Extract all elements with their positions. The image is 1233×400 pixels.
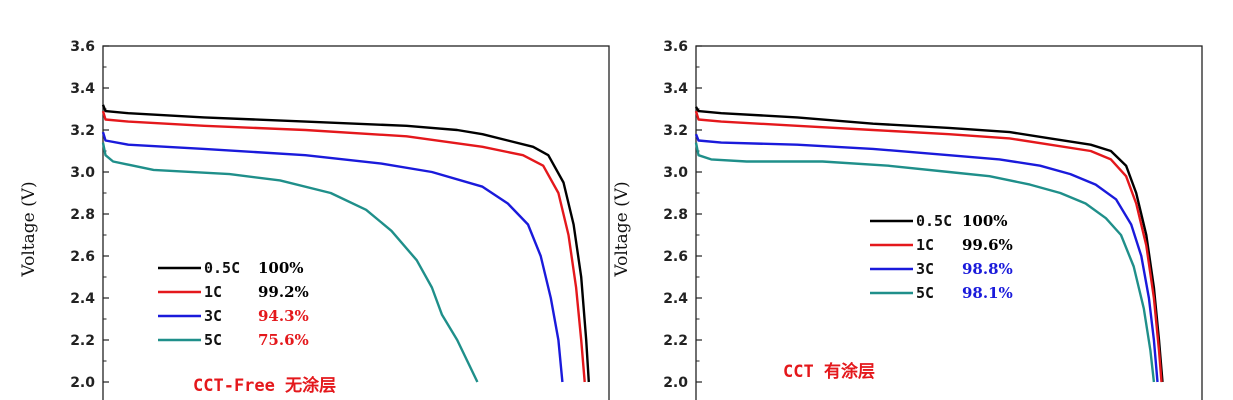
- legend-label: 1C: [916, 236, 934, 254]
- y-tick-label: 2.4: [663, 291, 688, 307]
- y-tick-label: 3.4: [70, 81, 95, 97]
- y-tick-label: 2.8: [663, 207, 688, 223]
- legend-label: 5C: [204, 331, 222, 349]
- series-line-5C: [101, 142, 479, 383]
- series-line-1C: [101, 110, 586, 383]
- y-tick-label: 3.0: [663, 165, 688, 181]
- legend-retention: 94.3%: [258, 307, 309, 325]
- y-axis-title: Voltage (V): [19, 181, 39, 277]
- plot-frame: [102, 45, 610, 400]
- y-tick-label: 2.6: [663, 249, 688, 265]
- legend-retention: 100%: [258, 259, 304, 277]
- y-tick-label: 2.0: [70, 375, 95, 391]
- y-tick-label: 3.4: [663, 81, 688, 97]
- y-axis-title: Voltage (V): [612, 181, 632, 277]
- y-tick-label: 2.8: [70, 207, 95, 223]
- plot-frame: [695, 45, 1203, 400]
- series-line-1C: [694, 110, 1163, 383]
- y-tick-label: 3.2: [663, 123, 688, 139]
- y-tick-label: 3.0: [70, 165, 95, 181]
- legend-retention: 100%: [962, 212, 1008, 230]
- y-tick-label: 3.2: [70, 123, 95, 139]
- legend-retention: 98.1%: [962, 284, 1013, 302]
- panel-annotation: CCT 有涂层: [783, 361, 875, 382]
- series-line-3C: [694, 133, 1159, 383]
- y-tick-label: 3.6: [663, 39, 688, 55]
- panel-annotation: CCT-Free 无涂层: [193, 375, 336, 396]
- legend-retention: 99.6%: [962, 236, 1013, 254]
- legend-label: 0.5C: [204, 259, 240, 277]
- legend-label: 3C: [204, 307, 222, 325]
- y-tick-label: 2.4: [70, 291, 95, 307]
- y-tick-label: 3.6: [70, 39, 95, 55]
- chart-panel-1: 2.0 2.2 2.4 2.6 2.8 3.0 3.2 3.4 3.6 Voltage (V) 0.…: [19, 39, 610, 400]
- series-line-5C: [694, 142, 1156, 383]
- y-tick-label: 2.0: [663, 375, 688, 391]
- chart-panel-2: 2.0 2.2 2.4 2.6 2.8 3.0 3.2 3.4 3.6 Voltage (V) 0.…: [612, 39, 1203, 400]
- series-line-0_5C: [694, 106, 1164, 383]
- legend-retention: 75.6%: [258, 331, 309, 349]
- legend-label: 0.5C: [916, 212, 952, 230]
- legend-label: 5C: [916, 284, 934, 302]
- legend-retention: 99.2%: [258, 283, 309, 301]
- legend-retention: 98.8%: [962, 260, 1013, 278]
- legend-label: 1C: [204, 283, 222, 301]
- y-tick-label: 2.2: [663, 333, 688, 349]
- legend-label: 3C: [916, 260, 934, 278]
- series-line-3C: [101, 131, 564, 383]
- y-tick-label: 2.6: [70, 249, 95, 265]
- y-tick-label: 2.2: [70, 333, 95, 349]
- series-line-0_5C: [101, 104, 590, 383]
